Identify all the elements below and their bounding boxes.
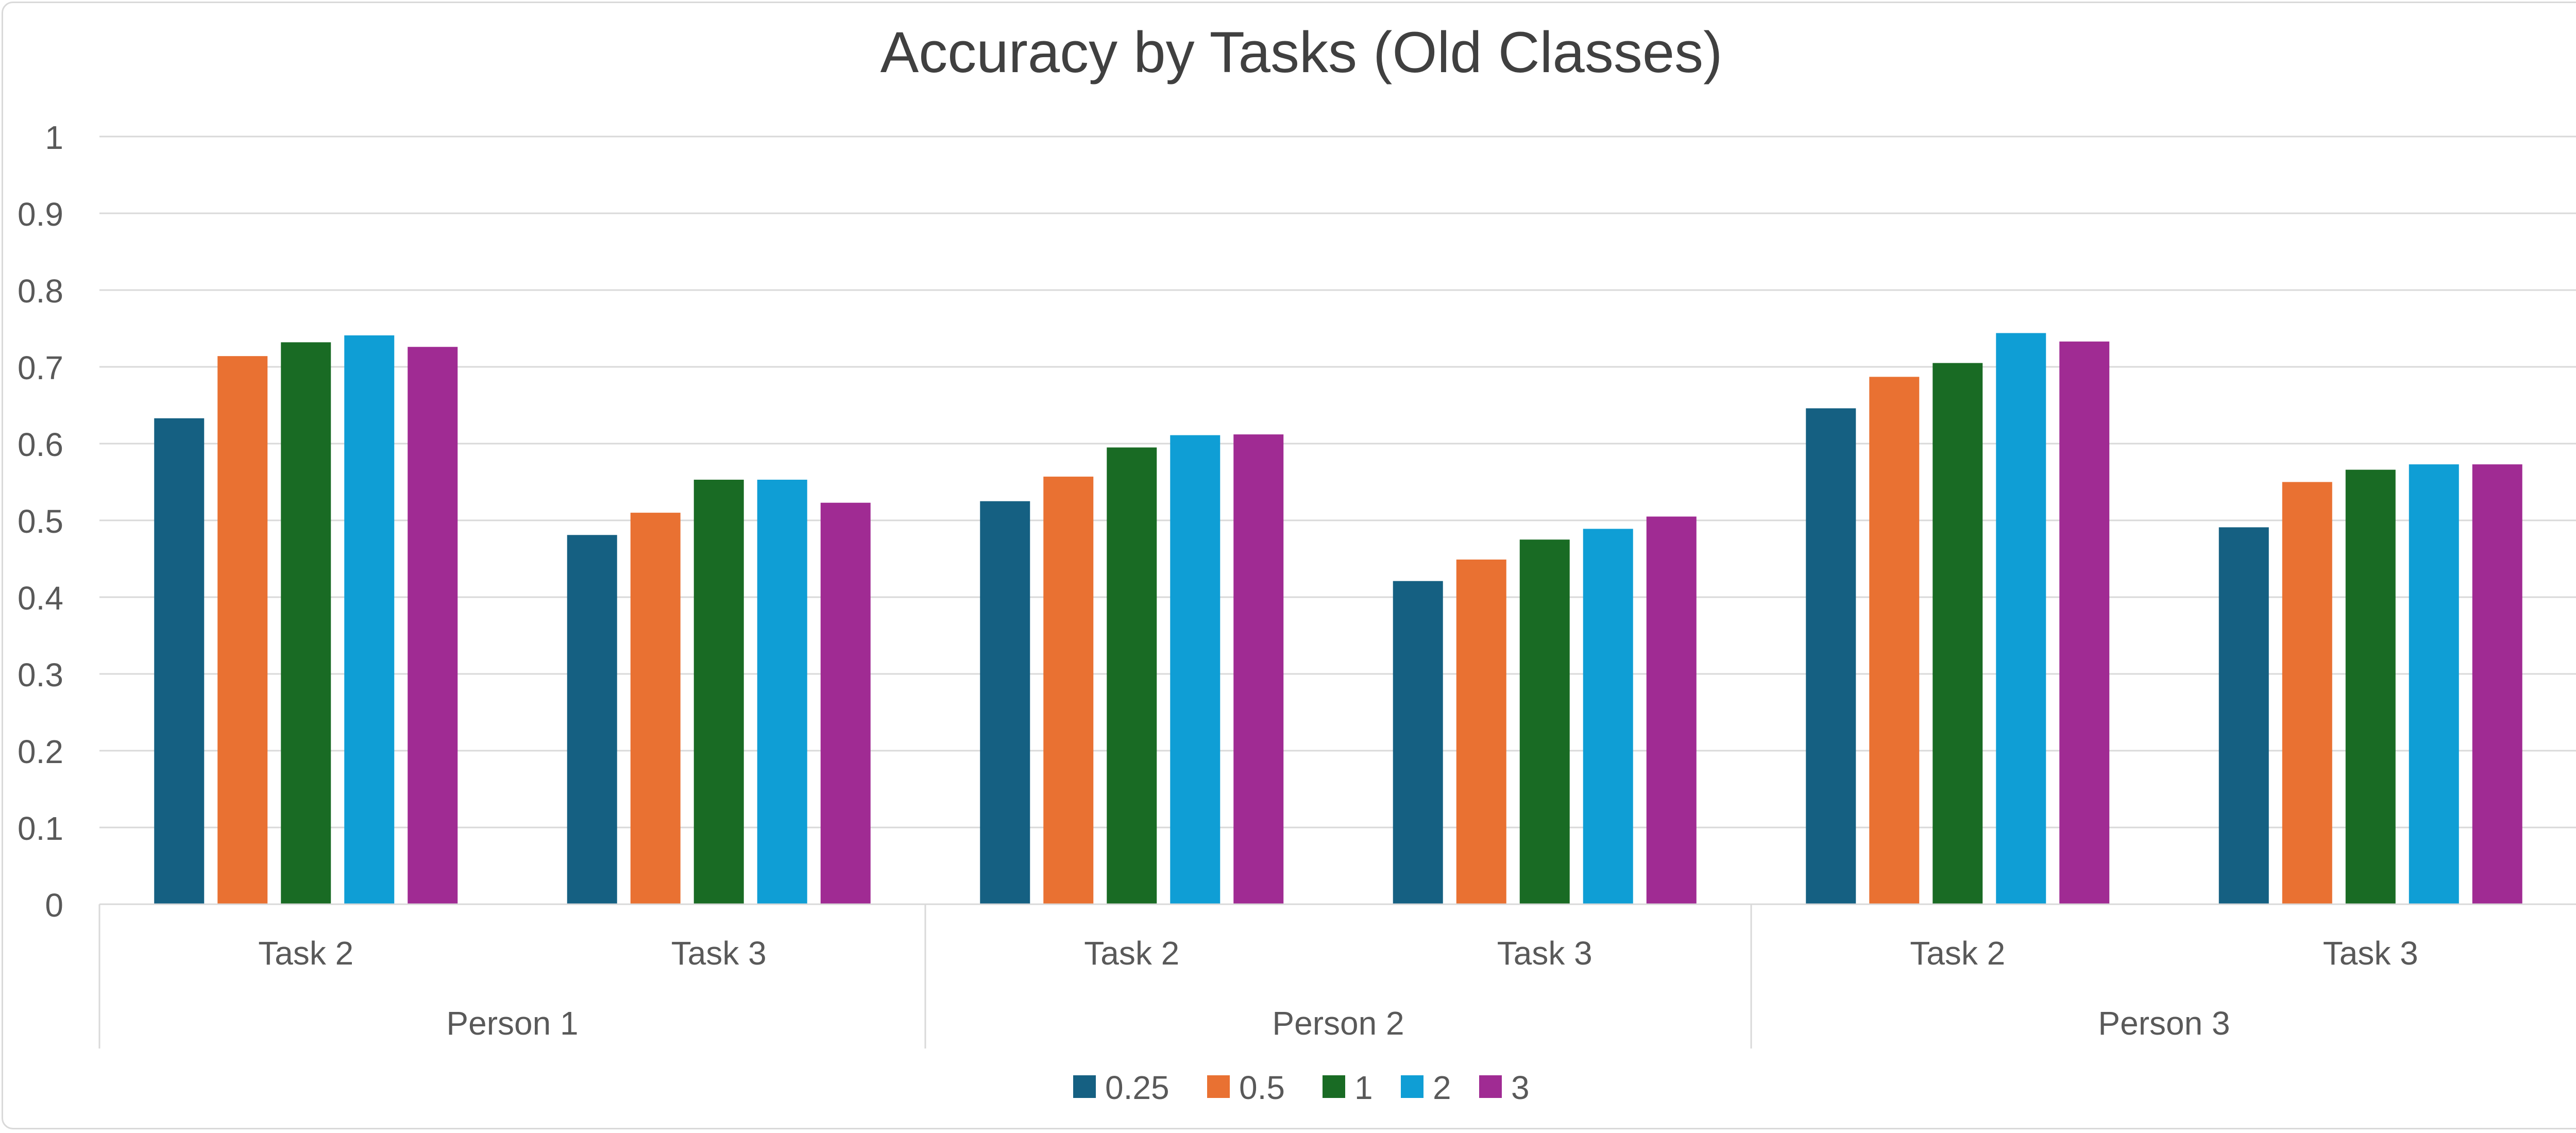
bar xyxy=(2472,464,2522,904)
legend-swatch xyxy=(1479,1075,1502,1098)
bar xyxy=(630,513,681,904)
bar xyxy=(408,347,458,904)
bar xyxy=(1646,516,1697,904)
y-tick-label: 0.3 xyxy=(18,656,63,694)
bar xyxy=(1996,333,2046,905)
y-tick-label: 0.6 xyxy=(18,426,63,463)
y-tick-label: 0.4 xyxy=(18,580,63,617)
y-tick-label: 0.5 xyxy=(18,503,63,540)
x-tick-label: Task 3 xyxy=(2323,935,2418,972)
legend-label: 2 xyxy=(1433,1069,1451,1106)
x-tick-label: Task 3 xyxy=(671,935,767,972)
bar xyxy=(154,418,205,904)
bar xyxy=(1043,477,1094,904)
bar xyxy=(1583,529,1633,904)
bar xyxy=(693,480,744,904)
y-tick-label: 0.9 xyxy=(18,196,63,233)
y-tick-label: 0.8 xyxy=(18,273,63,310)
bar xyxy=(1806,408,1856,904)
x-tick-label: Task 2 xyxy=(1910,935,2005,972)
bar xyxy=(980,501,1030,904)
bar xyxy=(1170,435,1221,904)
bar xyxy=(281,342,331,904)
bar xyxy=(217,356,268,904)
y-tick-label: 0 xyxy=(45,887,63,924)
bar xyxy=(1869,377,1920,904)
legend-label: 3 xyxy=(1511,1069,1530,1106)
x-tick-label: Task 3 xyxy=(1497,935,1592,972)
x-tick-label: Task 2 xyxy=(258,935,353,972)
bar xyxy=(567,535,617,904)
legend-swatch xyxy=(1073,1075,1096,1098)
x-axis-labels: Task 2 Task 3 Task 2 Task 3 Task 2 Task 3 Pers… xyxy=(258,935,2418,1042)
x-group-label: Person 3 xyxy=(2098,1005,2230,1042)
legend: 0.25 0.5 1 2 3 xyxy=(1073,1069,1530,1106)
bar xyxy=(1233,434,1284,904)
bar xyxy=(1933,363,1983,904)
y-tick-label: 0.1 xyxy=(18,810,63,847)
y-tick-label: 0.2 xyxy=(18,733,63,770)
bar xyxy=(1107,447,1157,904)
legend-swatch xyxy=(1323,1075,1345,1098)
x-group-label: Person 2 xyxy=(1272,1005,1404,1042)
legend-label: 1 xyxy=(1354,1069,1373,1106)
x-axis xyxy=(98,903,2576,1049)
bar xyxy=(1393,581,1443,904)
legend-label: 0.5 xyxy=(1239,1069,1285,1106)
bar xyxy=(2218,527,2269,904)
x-tick-label: Task 2 xyxy=(1084,935,1179,972)
legend-swatch xyxy=(1207,1075,1230,1098)
bar xyxy=(2059,341,2110,904)
bar xyxy=(2282,482,2332,904)
bar xyxy=(1456,559,1506,904)
bar xyxy=(1519,539,1570,904)
legend-label: 0.25 xyxy=(1105,1069,1170,1106)
y-axis-tick-labels: 0 0.1 0.2 0.3 0.4 0.5 0.6 0.7 0.8 0.9 1 xyxy=(18,119,63,924)
bar xyxy=(2345,469,2396,904)
y-tick-label: 0.7 xyxy=(18,349,63,386)
bar xyxy=(2409,464,2459,904)
x-group-label: Person 1 xyxy=(446,1005,578,1042)
bar xyxy=(344,335,395,905)
bar xyxy=(820,502,871,904)
y-tick-label: 1 xyxy=(45,119,63,156)
bar xyxy=(757,480,807,904)
chart-title: Accuracy by Tasks (Old Classes) xyxy=(880,20,1723,84)
gridlines xyxy=(99,136,2576,828)
legend-swatch xyxy=(1401,1075,1423,1098)
bars xyxy=(154,333,2522,905)
